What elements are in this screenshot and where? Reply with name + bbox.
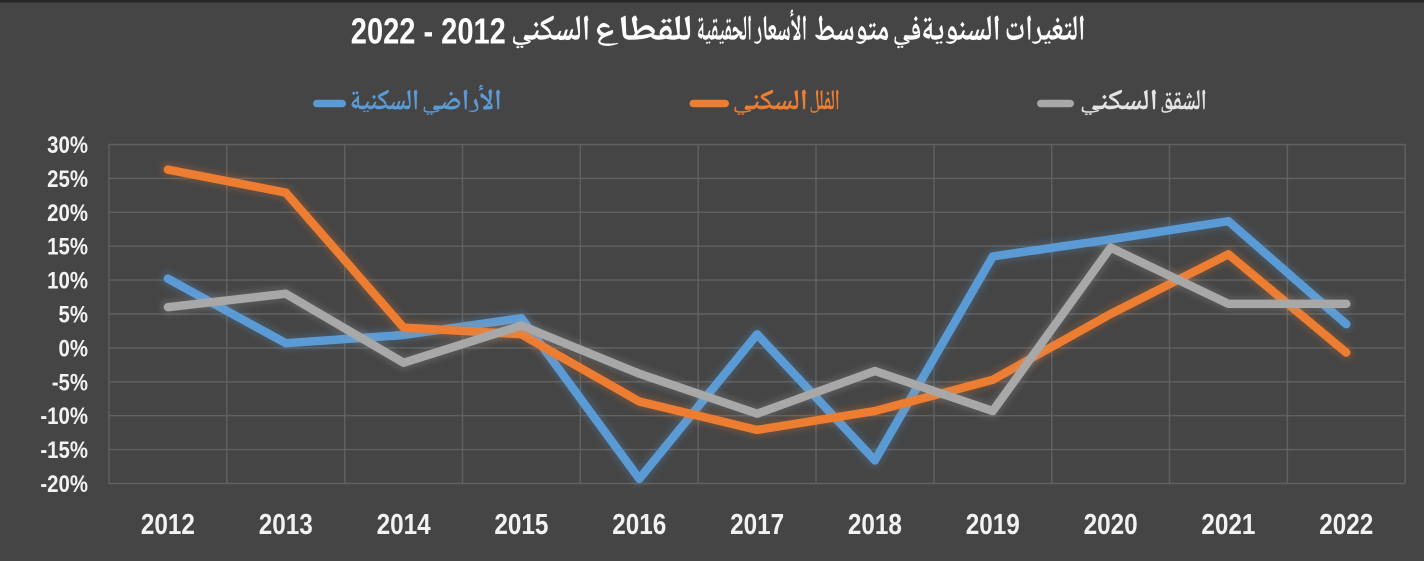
svg-text:2022 - 2012: 2022 - 2012 [351,10,506,51]
svg-text:2022: 2022 [1319,508,1373,540]
svg-text:2017: 2017 [730,508,784,540]
svg-text:0%: 0% [59,335,89,362]
svg-text:30%: 30% [47,131,88,158]
svg-text:5%: 5% [59,301,89,328]
svg-text:2020: 2020 [1084,508,1138,540]
svg-text:-5%: -5% [52,369,88,396]
svg-text:2013: 2013 [259,508,313,540]
svg-text:10%: 10% [47,267,88,294]
svg-text:2016: 2016 [612,508,666,540]
svg-text:25%: 25% [47,165,88,192]
svg-text:-20%: -20% [40,470,88,497]
svg-text:15%: 15% [47,233,88,260]
svg-text:2015: 2015 [494,508,548,540]
svg-text:-15%: -15% [40,437,88,464]
svg-text:-10%: -10% [40,403,88,430]
svg-text:20%: 20% [47,199,88,226]
svg-text:2019: 2019 [966,508,1020,540]
svg-text:2021: 2021 [1201,508,1255,540]
svg-text:2012: 2012 [141,508,195,540]
svg-text:2018: 2018 [848,508,902,540]
svg-text:2014: 2014 [377,508,431,540]
